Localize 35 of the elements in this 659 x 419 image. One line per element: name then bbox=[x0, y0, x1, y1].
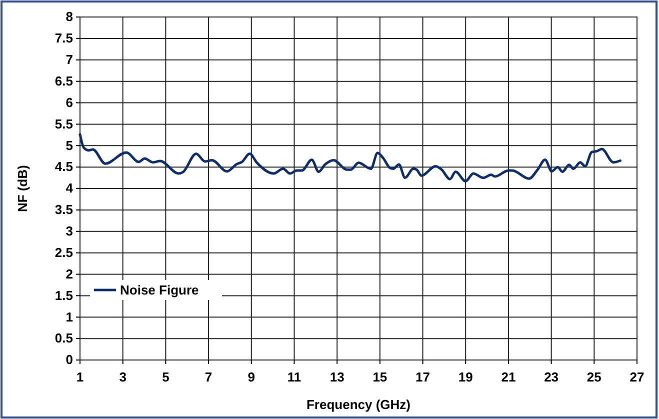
x-tick-label: 23 bbox=[544, 369, 559, 384]
y-tick-label: 3 bbox=[66, 224, 73, 239]
y-tick-label: 7 bbox=[66, 52, 73, 68]
y-tick-label: 8 bbox=[66, 9, 73, 24]
x-tick-label: 9 bbox=[248, 369, 255, 384]
y-tick-label: 2.5 bbox=[54, 244, 73, 260]
x-tick-label: 25 bbox=[586, 369, 602, 384]
y-tick-label: 4.5 bbox=[54, 159, 73, 174]
legend-label: Noise Figure bbox=[120, 282, 199, 298]
y-tick-label: 7.5 bbox=[54, 30, 73, 46]
y-tick-label: 6 bbox=[66, 94, 73, 110]
y-tick-label: 4 bbox=[66, 180, 74, 196]
y-tick-label: 5.5 bbox=[54, 116, 73, 132]
x-tick-label: 11 bbox=[287, 369, 302, 384]
y-tick-label: 0.5 bbox=[54, 330, 73, 346]
line-series bbox=[78, 133, 622, 182]
x-axis-title: Frequency (GHz) bbox=[306, 397, 411, 412]
y-axis-title: NF (dB) bbox=[15, 165, 30, 212]
y-tick-label: 0 bbox=[66, 352, 73, 368]
x-tick-label: 27 bbox=[630, 369, 644, 384]
y-tick-label: 6.5 bbox=[54, 73, 73, 88]
y-tick-label: 1.5 bbox=[54, 288, 73, 303]
y-tick-label: 3.5 bbox=[54, 202, 73, 218]
x-tick-label: 5 bbox=[162, 369, 170, 384]
x-tick-label: 13 bbox=[330, 369, 344, 384]
x-tick-label: 7 bbox=[204, 369, 212, 384]
y-tick-label: 1 bbox=[66, 309, 73, 324]
x-tick-label: 3 bbox=[119, 369, 126, 384]
x-tick-label: 1 bbox=[76, 369, 84, 384]
x-tick-label: 17 bbox=[416, 369, 430, 384]
x-tick-label: 19 bbox=[458, 369, 473, 384]
y-tick-label: 2 bbox=[66, 266, 73, 282]
x-tick-label: 21 bbox=[501, 369, 516, 384]
x-tick-label: 15 bbox=[372, 369, 388, 384]
y-tick-label: 5 bbox=[66, 138, 73, 153]
